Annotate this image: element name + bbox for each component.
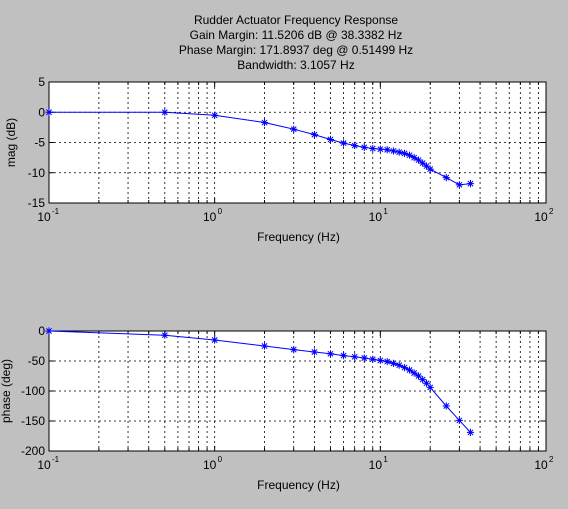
phase-data-point	[426, 383, 434, 391]
phase-data-point	[45, 327, 53, 335]
mag-data-point	[422, 162, 431, 170]
mag-axes-frame	[48, 81, 547, 204]
phase-data-point	[422, 379, 431, 387]
mag-x-tick-label: 10	[534, 210, 548, 224]
gain-margin-text: Gain Margin: 11.5206 dB @ 38.3382 Hz	[190, 28, 403, 42]
phase-y-axis-label: phase (deg)	[0, 359, 13, 423]
phase-data-point	[360, 354, 368, 362]
mag-data-point	[405, 151, 414, 159]
phase-x-tick-label: 10	[37, 458, 51, 472]
mag-data-point	[260, 118, 269, 127]
phase-data-point	[389, 359, 398, 367]
phase-data-point	[442, 402, 450, 410]
phase-data-point	[383, 358, 391, 366]
phase-data-point	[455, 416, 463, 424]
phase-margin-text: Phase Margin: 171.8937 deg @ 0.51499 Hz	[179, 43, 413, 57]
phase-data-point	[405, 366, 414, 374]
phase-data-point	[414, 372, 423, 380]
mag-data-point	[426, 165, 434, 173]
phase-data-point	[395, 361, 403, 369]
phase-y-tick-label: -50	[28, 354, 46, 368]
mag-data-point	[161, 108, 169, 116]
phase-data-point	[326, 350, 335, 358]
mag-data-point	[395, 148, 403, 156]
mag-y-tick-label: -10	[28, 166, 46, 180]
phase-data-point	[161, 331, 169, 339]
mag-y-tick-label: -15	[28, 196, 46, 210]
phase-y-tick-label: -100	[21, 384, 45, 398]
phase-x-tick-label: 10	[369, 458, 383, 472]
phase-x-tick-label: 10	[203, 458, 217, 472]
mag-y-tick-label: 5	[38, 75, 45, 89]
mag-data-point	[376, 145, 384, 153]
phase-data-point	[260, 342, 269, 350]
phase-x-tick-label: 10	[534, 458, 548, 472]
mag-x-axis-label: Frequency (Hz)	[257, 230, 340, 244]
mag-x-tick-exponent: 2	[549, 207, 554, 216]
phase-data-point	[410, 369, 418, 377]
mag-y-tick-label: 0	[38, 105, 45, 119]
phase-data-point	[310, 348, 319, 356]
phase-x-axis-label: Frequency (Hz)	[257, 478, 340, 492]
mag-x-tick-exponent: -1	[52, 207, 60, 216]
phase-axes-frame	[48, 330, 547, 452]
phase-y-tick-label: 0	[38, 324, 45, 338]
phase-x-tick-exponent: -1	[52, 455, 60, 464]
mag-y-axis-label: mag (dB)	[4, 118, 18, 167]
mag-data-point	[442, 173, 450, 182]
phase-plot-area	[49, 331, 546, 451]
mag-data-point	[419, 159, 427, 167]
mag-data-point	[45, 108, 53, 116]
mag-x-tick-exponent: 1	[383, 207, 388, 216]
mag-data-point	[310, 131, 319, 139]
bandwidth-text: Bandwidth: 3.1057 Hz	[237, 58, 354, 72]
phase-data-point	[211, 336, 219, 344]
mag-data-point	[414, 156, 423, 164]
mag-plot-area	[49, 82, 546, 203]
mag-x-tick-label: 10	[203, 210, 217, 224]
phase-data-point	[376, 356, 384, 364]
mag-x-tick-label: 10	[37, 210, 51, 224]
phase-x-tick-exponent: 2	[549, 455, 554, 464]
phase-data-point	[290, 346, 298, 354]
mag-data-point	[326, 135, 335, 144]
phase-x-tick-exponent: 1	[383, 455, 388, 464]
mag-data-point	[383, 146, 391, 154]
phase-data-point	[419, 376, 427, 384]
phase-y-tick-label: -150	[21, 414, 45, 428]
mag-data-point	[466, 180, 475, 188]
phase-data-point	[400, 364, 409, 372]
chart-title: Rudder Actuator Frequency Response	[194, 13, 398, 27]
phase-x-tick-exponent: 0	[218, 455, 223, 464]
mag-data-point	[339, 139, 348, 147]
mag-data-point	[360, 143, 368, 151]
phase-y-tick-label: -200	[21, 444, 45, 458]
phase-data-point	[339, 352, 348, 360]
phase-data-point	[466, 428, 475, 436]
mag-data-point	[410, 154, 418, 162]
mag-x-tick-label: 10	[369, 210, 383, 224]
mag-x-tick-exponent: 0	[218, 207, 223, 216]
mag-y-tick-label: -5	[34, 136, 45, 150]
mag-data-point	[400, 149, 409, 157]
mag-data-point	[389, 147, 398, 155]
mag-data-point	[290, 125, 298, 133]
phase-data-point	[351, 353, 359, 361]
mag-data-point	[211, 111, 219, 119]
mag-data-point	[351, 141, 359, 150]
mag-data-point	[369, 144, 377, 153]
phase-data-point	[369, 355, 377, 363]
mag-data-point	[455, 181, 463, 189]
